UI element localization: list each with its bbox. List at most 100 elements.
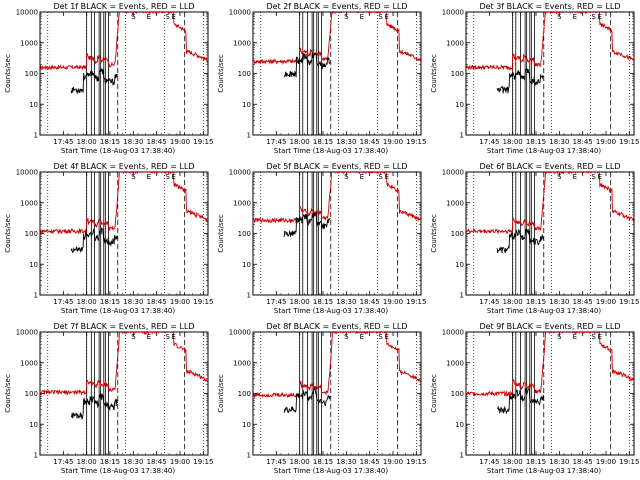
x-tick-label: 19:00 [170, 298, 190, 306]
flag-marker: S [591, 173, 596, 181]
events-series-line [70, 227, 118, 254]
flag-marker: S [378, 173, 383, 181]
x-tick-label: 18:45 [147, 298, 167, 306]
x-tick-label: 19:00 [383, 138, 403, 146]
y-tick-label: 10000 [16, 169, 38, 177]
y-tick-label: 10 [242, 101, 251, 109]
y-tick-label: 10000 [442, 169, 464, 177]
y-tick-label: 10000 [16, 9, 38, 17]
y-tick-label: 10 [29, 101, 38, 109]
lld-series-line [253, 12, 421, 65]
x-tick-label: 18:00 [290, 298, 310, 306]
y-tick-label: 10 [455, 101, 464, 109]
y-tick-label: 1000 [233, 199, 251, 207]
flag-marker: E [598, 13, 602, 21]
x-tick-label: 18:30 [336, 298, 356, 306]
plot-area [40, 172, 208, 295]
x-tick-label: 18:15 [313, 298, 333, 306]
x-tick-label: 18:00 [290, 138, 310, 146]
y-tick-label: 100 [238, 70, 251, 78]
detector-panel-4: Det 4f BLACK = Events, RED = LLD 1 10 100 10… [0, 160, 213, 320]
x-tick-label: 17:45 [479, 458, 499, 466]
y-tick-label: 1000 [233, 359, 251, 367]
flag-marker: S [591, 333, 596, 341]
panel-svg-6: Det 6f BLACK = Events, RED = LLD 1 10 100 10… [430, 162, 639, 315]
flag-marker: E [385, 333, 389, 341]
x-tick-label: 19:15 [193, 298, 213, 306]
x-tick-label: 17:45 [266, 138, 286, 146]
x-tick-label: 18:00 [503, 138, 523, 146]
y-tick-label: 1 [247, 292, 251, 300]
panel-svg-1: Det 1f BLACK = Events, RED = LLD 1 10 100 10… [4, 2, 213, 155]
x-tick-label: 19:15 [406, 298, 426, 306]
plot-frame [465, 171, 635, 296]
lld-series-line [40, 332, 208, 397]
flag-marker: E [172, 173, 176, 181]
y-tick-label: 100 [451, 70, 464, 78]
y-axis-label: Counts/sec [217, 214, 225, 253]
plot-area [466, 172, 634, 295]
x-axis-label: Start Time (18-Aug-03 17:38:40) [487, 307, 601, 315]
panel-title: Det 8f BLACK = Events, RED = LLD [266, 322, 407, 331]
lld-series-line [40, 172, 208, 235]
flag-marker: E [598, 333, 602, 341]
plot-area [466, 12, 634, 135]
y-tick-label: 100 [25, 230, 38, 238]
panel-title: Det 9f BLACK = Events, RED = LLD [479, 322, 620, 331]
x-axis-label: Start Time (18-Aug-03 17:38:40) [274, 467, 388, 475]
x-tick-label: 17:45 [266, 298, 286, 306]
x-tick-label: 18:30 [123, 138, 143, 146]
flag-marker: E [172, 333, 176, 341]
y-tick-label: 10 [242, 261, 251, 269]
x-tick-label: 17:45 [479, 138, 499, 146]
panel-svg-9: Det 9f BLACK = Events, RED = LLD 1 10 100 10… [430, 322, 639, 475]
panel-svg-3: Det 3f BLACK = Events, RED = LLD 1 10 100 10… [430, 2, 639, 155]
detector-panel-5: Det 5f BLACK = Events, RED = LLD 1 10 100 10… [213, 160, 426, 320]
y-tick-label: 1 [247, 452, 251, 460]
lld-series-line [253, 332, 421, 399]
x-tick-label: 19:00 [170, 138, 190, 146]
flag-marker: S [131, 13, 136, 21]
y-tick-label: 100 [238, 230, 251, 238]
events-series-line [70, 392, 118, 420]
x-tick-label: 19:00 [383, 458, 403, 466]
detector-panel-6: Det 6f BLACK = Events, RED = LLD 1 10 100 10… [426, 160, 639, 320]
y-tick-label: 1000 [446, 359, 464, 367]
x-tick-label: 17:45 [266, 458, 286, 466]
x-tick-label: 19:15 [619, 458, 639, 466]
y-tick-label: 100 [25, 70, 38, 78]
flag-marker: S [344, 333, 349, 341]
x-tick-label: 18:45 [573, 298, 593, 306]
flag-marker: E [360, 333, 364, 341]
x-tick-label: 18:30 [123, 458, 143, 466]
flag-marker: E [573, 13, 577, 21]
y-tick-label: 10 [29, 261, 38, 269]
x-tick-label: 18:15 [313, 458, 333, 466]
x-tick-label: 19:15 [619, 298, 639, 306]
detector-panel-7: Det 7f BLACK = Events, RED = LLD 1 10 100 10… [0, 320, 213, 480]
x-tick-label: 18:30 [123, 298, 143, 306]
y-tick-label: 10000 [229, 169, 251, 177]
x-tick-label: 19:00 [596, 298, 616, 306]
y-tick-label: 1 [460, 452, 464, 460]
x-tick-label: 18:45 [147, 138, 167, 146]
y-tick-label: 1000 [20, 39, 38, 47]
flag-marker: S [344, 173, 349, 181]
lld-series-line [466, 172, 634, 235]
y-tick-label: 1 [460, 292, 464, 300]
x-tick-label: 19:00 [596, 138, 616, 146]
flag-marker: E [147, 173, 151, 181]
y-tick-label: 10000 [229, 329, 251, 337]
events-series-line [283, 211, 331, 238]
flag-marker: E [385, 173, 389, 181]
lld-series-line [466, 332, 634, 398]
x-tick-label: 18:45 [573, 138, 593, 146]
x-tick-label: 18:45 [360, 298, 380, 306]
y-tick-label: 1000 [446, 199, 464, 207]
x-tick-label: 19:15 [406, 138, 426, 146]
x-tick-label: 18:00 [503, 458, 523, 466]
x-tick-label: 18:15 [100, 138, 120, 146]
x-tick-label: 18:00 [77, 298, 97, 306]
detector-panel-9: Det 9f BLACK = Events, RED = LLD 1 10 100 10… [426, 320, 639, 480]
y-tick-label: 10 [242, 421, 251, 429]
